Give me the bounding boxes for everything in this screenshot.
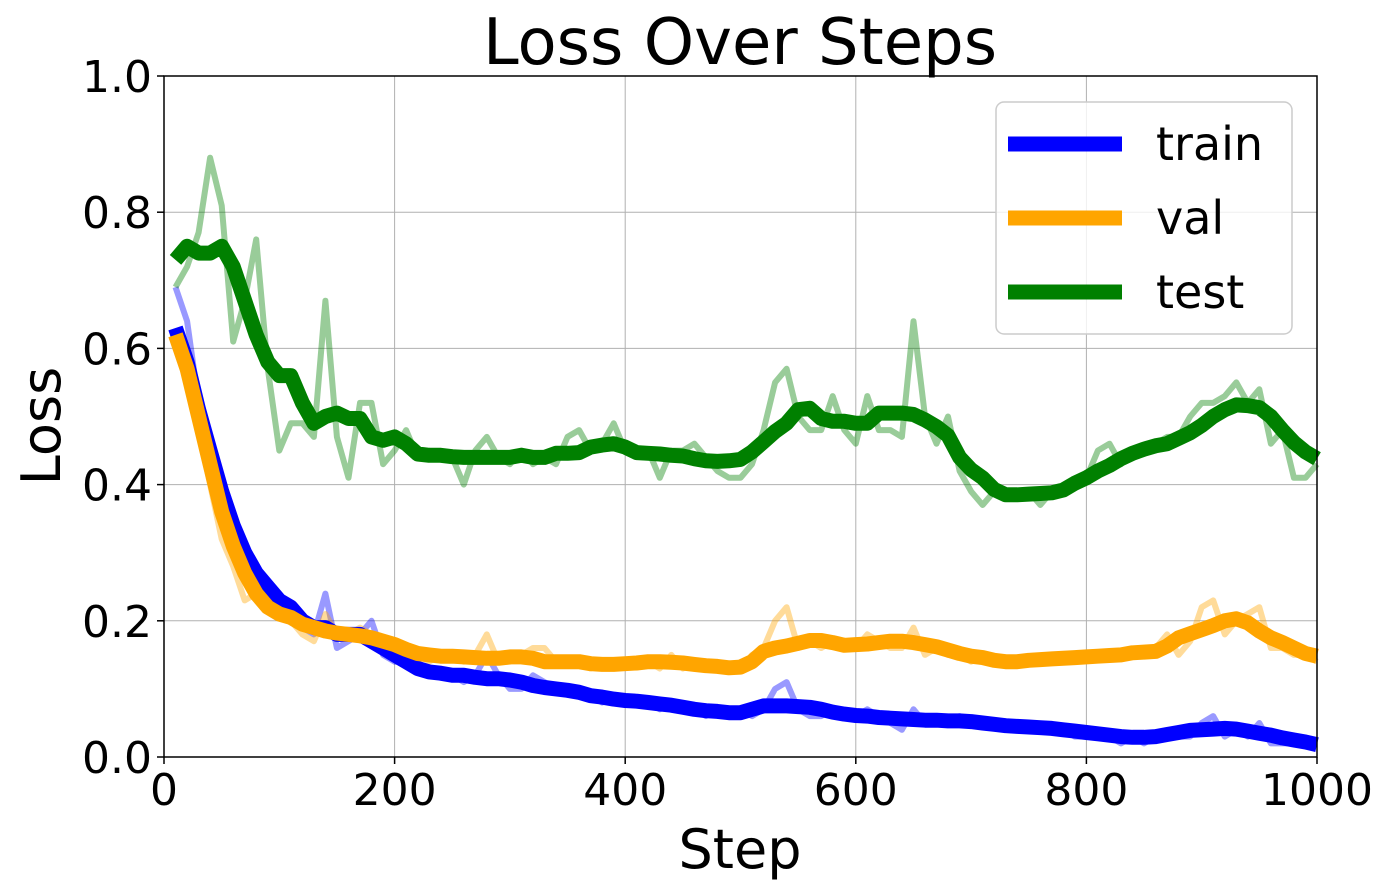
legend: train val test — [995, 101, 1293, 335]
chart-title: Loss Over Steps — [483, 6, 997, 80]
val-smoothed-line — [168, 332, 1319, 676]
test-smoothed-line — [169, 238, 1321, 503]
legend-label-test: test — [1156, 265, 1244, 319]
x-tick-label: 800 — [1044, 765, 1128, 816]
x-axis-label: Step — [679, 818, 802, 881]
y-tick-label: 0.6 — [82, 324, 152, 375]
smoothed-series-layer — [168, 238, 1321, 753]
x-tick-label: 600 — [814, 765, 898, 816]
train-raw-line — [172, 286, 1317, 747]
plot-frame — [163, 75, 1318, 758]
y-axis-label: Loss — [10, 367, 73, 485]
tick-layer: 0 200 400 600 800 1000 0.0 0.2 0.4 0.6 0.8 1.0 — [82, 52, 1373, 816]
x-tick-label: 1000 — [1261, 765, 1373, 816]
train-smoothed-line — [168, 325, 1319, 753]
y-tick-label: 0.0 — [82, 733, 152, 784]
y-tick-label: 0.2 — [82, 597, 152, 648]
y-tick-label: 1.0 — [82, 52, 152, 103]
legend-label-train: train — [1156, 117, 1263, 171]
y-tick-label: 0.8 — [82, 188, 152, 239]
x-tick-label: 0 — [150, 765, 178, 816]
legend-box — [995, 101, 1293, 335]
legend-label-val: val — [1156, 191, 1224, 245]
x-tick-label: 400 — [583, 765, 667, 816]
y-tick-label: 0.4 — [82, 461, 152, 512]
x-tick-label: 200 — [353, 765, 437, 816]
